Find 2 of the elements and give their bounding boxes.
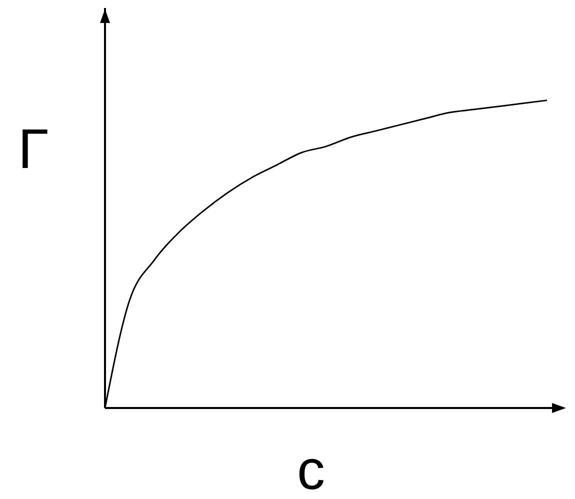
y-axis-title: Γ [18,116,49,180]
x-axis-title: c [297,438,325,499]
